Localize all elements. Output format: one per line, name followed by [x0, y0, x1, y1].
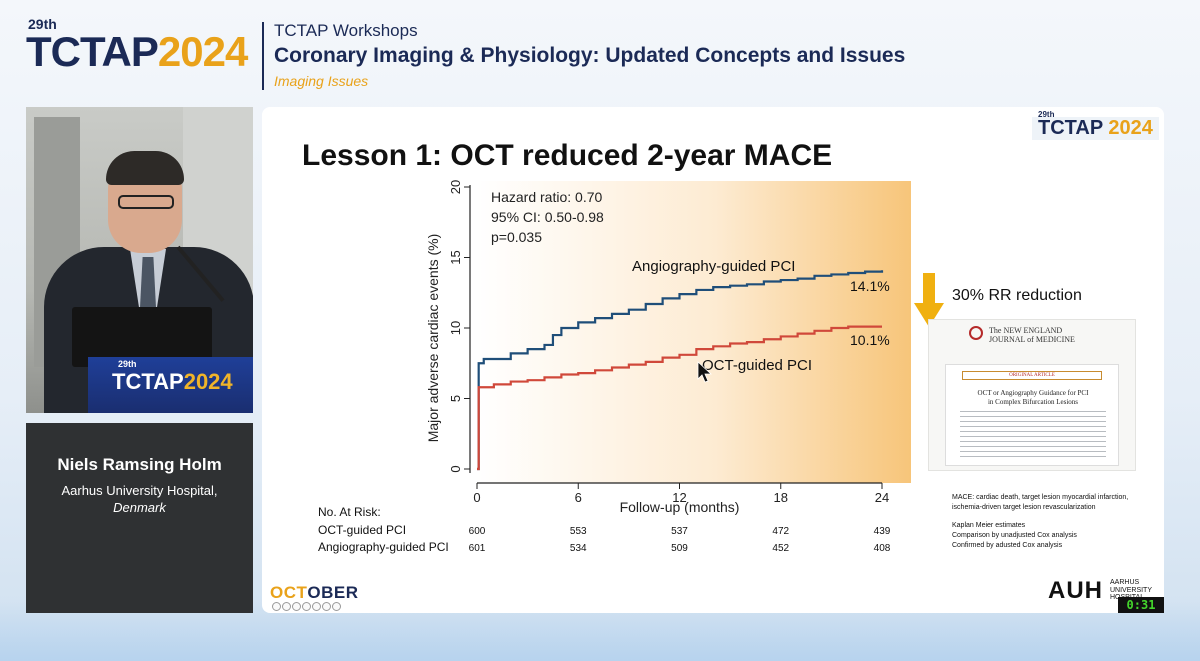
series-label-oct: OCT-guided PCI	[702, 357, 812, 374]
conference-header: 29th TCTAP2024 TCTAP Workshops Coronary …	[0, 0, 1200, 100]
speaker-country: Denmark	[113, 500, 166, 515]
slide-logo: TCTAP 2024	[1032, 117, 1159, 140]
slide-title: Lesson 1: OCT reduced 2-year MACE	[302, 139, 833, 172]
nejm-author-list	[960, 411, 1106, 461]
logo-part2: 2024	[157, 28, 248, 75]
nejm-original-label: ORIGINAL ARTICLE	[962, 371, 1102, 380]
at-risk-value: 452	[772, 543, 789, 554]
at-risk-value: 472	[772, 526, 789, 537]
x-tick-label: 18	[774, 490, 788, 505]
workshop-label: TCTAP Workshops	[274, 21, 418, 40]
down-arrow-icon	[914, 273, 944, 327]
october-logo-dots	[272, 602, 341, 611]
at-risk-row-label: Angiography-guided PCI	[318, 540, 449, 554]
nejm-title-line1: OCT or Angiography Guidance for PCI	[977, 389, 1089, 397]
october-logo-part1: OCT	[270, 583, 308, 602]
logo-part1: TCTAP	[26, 28, 159, 75]
auh-logo: AUH	[1048, 577, 1103, 604]
podium	[88, 357, 253, 413]
note-km: Kaplan Meier estimates	[952, 522, 1026, 529]
y-tick-label: 10	[448, 321, 463, 335]
october-trial-logo: OCTOBER	[270, 583, 359, 603]
at-risk-value: 600	[469, 526, 486, 537]
mouse-pointer-icon	[697, 361, 713, 383]
x-tick-label: 6	[575, 490, 582, 505]
x-tick-label: 24	[875, 490, 889, 505]
nejm-line2: JOURNAL of MEDICINE	[989, 335, 1075, 344]
session-title: Coronary Imaging & Physiology: Updated C…	[274, 44, 906, 67]
at-risk-value: 534	[570, 543, 587, 554]
podium-edition: 29th	[118, 359, 137, 369]
logo-edition: 29th	[28, 16, 57, 32]
at-risk-title: No. At Risk:	[318, 505, 381, 519]
speaker-name-card: Niels Ramsing Holm Aarhus University Hos…	[26, 423, 253, 613]
at-risk-value: 537	[671, 526, 688, 537]
slide-logo-part1: TCTAP	[1038, 117, 1109, 139]
header-divider	[262, 22, 264, 90]
series-line-angiography	[477, 270, 884, 471]
at-risk-value: 408	[874, 543, 891, 554]
conference-logo: TCTAP2024	[26, 28, 248, 76]
kaplan-meier-chart: 0 5 10 15 20 0 6 12 18 24 Follow-up (months) Major …	[318, 180, 911, 554]
y-axis-label: Major adverse cardiac events (%)	[425, 234, 441, 443]
y-tick-label: 20	[448, 180, 463, 194]
speaker-video: 29th TCTAP2024	[26, 107, 253, 413]
nejm-paper: ORIGINAL ARTICLE OCT or Angiography Guid…	[945, 364, 1119, 466]
note-mace-2: ischemia-driven target lesion revascular…	[952, 504, 1096, 511]
at-risk-row-label: OCT-guided PCI	[318, 523, 406, 537]
x-axis-label: Follow-up (months)	[620, 499, 740, 515]
series-line-oct	[477, 325, 882, 471]
hazard-annotation: Hazard ratio: 0.70	[491, 189, 602, 205]
nejm-seal-icon	[969, 326, 983, 340]
nejm-line1: The NEW ENGLAND	[989, 326, 1063, 335]
x-tick-label: 12	[672, 490, 686, 505]
podium-logo-part2: 2024	[183, 369, 233, 394]
speaker-glasses	[118, 195, 174, 209]
hazard-annotation: p=0.035	[491, 229, 542, 245]
y-tick-label: 5	[448, 395, 463, 402]
y-tick-label: 0	[448, 465, 463, 472]
podium-logo: TCTAP2024	[112, 369, 233, 395]
note-mace-1: MACE: cardiac death, target lesion myoca…	[952, 494, 1129, 501]
series-label-angiography: Angiography-guided PCI	[632, 258, 795, 275]
session-timer: 0:31	[1118, 597, 1164, 613]
slide-logo-edition: 29th	[1038, 110, 1055, 119]
y-tick-label: 15	[448, 250, 463, 264]
end-label-angiography: 14.1%	[850, 278, 890, 294]
session-topic: Imaging Issues	[274, 73, 369, 89]
presentation-slide: 29th TCTAP 2024 Lesson 1: OCT reduced 2-…	[262, 107, 1164, 613]
october-logo-part2: OBER	[307, 583, 359, 602]
nejm-title-line2: in Complex Bifurcation Lesions	[987, 398, 1078, 406]
note-cox: Comparison by unadjusted Cox analysis	[952, 532, 1077, 539]
at-risk-value: 439	[874, 526, 891, 537]
speaker-name: Niels Ramsing Holm	[57, 455, 222, 474]
at-risk-value: 553	[570, 526, 587, 537]
speaker-hair	[106, 151, 184, 185]
x-tick-label: 0	[473, 490, 480, 505]
plot-background	[477, 181, 911, 483]
speaker-affiliation: Aarhus University Hospital,	[61, 483, 218, 498]
auh-sub1: AARHUS	[1110, 579, 1140, 586]
nejm-article-image: The NEW ENGLAND JOURNAL of MEDICINE ORIG…	[928, 319, 1136, 471]
slide-logo-part2: 2024	[1108, 117, 1153, 139]
rr-reduction-label: 30% RR reduction	[952, 287, 1082, 304]
end-label-oct: 10.1%	[850, 332, 890, 348]
podium-logo-part1: TCTAP	[112, 369, 184, 394]
note-adjusted: Confirmed by adusted Cox analysis	[952, 542, 1063, 549]
at-risk-value: 601	[469, 543, 486, 554]
at-risk-value: 509	[671, 543, 688, 554]
hazard-annotation: 95% CI: 0.50-0.98	[491, 209, 604, 225]
slide-notes: MACE: cardiac death, target lesion myoca…	[952, 493, 1128, 551]
